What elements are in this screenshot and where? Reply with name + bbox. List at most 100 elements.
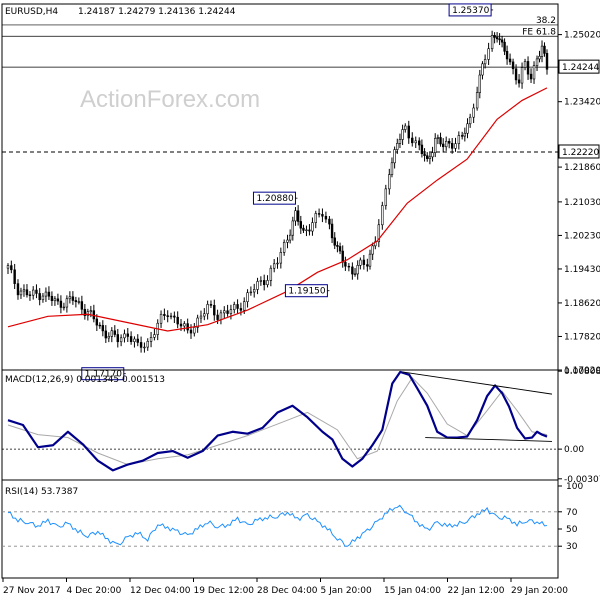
x-tick-label: 5 Jan 20:00 <box>321 586 373 596</box>
candle-body <box>32 289 35 296</box>
candle-body <box>71 296 75 301</box>
candle-body <box>493 35 496 38</box>
candle-body <box>468 116 472 125</box>
candle-body <box>159 313 163 324</box>
candle-body <box>259 280 263 282</box>
x-tick-label: 29 Jan 20:00 <box>511 586 568 596</box>
candle-body <box>362 259 366 265</box>
candle-body <box>13 269 16 284</box>
candle-body <box>126 333 129 337</box>
candle-body <box>209 304 213 306</box>
candle-body <box>444 140 448 148</box>
macd-trendline <box>425 437 553 442</box>
candle-body <box>169 315 173 318</box>
candle-body <box>543 45 546 54</box>
candle-body <box>490 35 494 50</box>
candle-body <box>113 330 117 335</box>
candle-body <box>216 314 219 320</box>
candle-body <box>22 289 26 292</box>
macd-pane: MACD(12,26,9) 0.001345 0.001513 0.00808 0.… <box>1 367 600 485</box>
candle-body <box>153 334 156 338</box>
candle-body <box>398 139 402 144</box>
candle-body <box>529 73 533 80</box>
candle-body <box>333 237 336 246</box>
candle-body <box>390 162 394 175</box>
candle-body <box>495 37 499 40</box>
candle-body <box>256 281 259 290</box>
candle-body <box>532 65 536 80</box>
candle-body <box>253 289 256 293</box>
candle-body <box>321 214 324 217</box>
candle-body <box>338 246 342 252</box>
candle-body <box>262 280 266 286</box>
candle-body <box>324 215 328 220</box>
candle-body <box>146 341 149 348</box>
candle-body <box>19 290 23 296</box>
candle-body <box>25 289 29 296</box>
candle-body <box>80 301 84 310</box>
candle-body <box>545 53 549 70</box>
candle-body <box>243 301 246 311</box>
candle-body <box>62 306 66 309</box>
candle-body <box>83 308 87 316</box>
candle-body <box>475 92 479 109</box>
candle-body <box>371 245 374 255</box>
annotation-label: 1.20880 <box>256 194 293 204</box>
candle-body <box>384 188 388 206</box>
candle-body <box>176 316 179 325</box>
price-level-box <box>558 59 600 74</box>
rsi-title: RSI(14) 53.7387 <box>5 487 78 497</box>
candle-body <box>74 300 78 303</box>
candle-body <box>44 291 48 297</box>
candle-body <box>179 323 183 327</box>
candle-body <box>407 125 410 139</box>
candle-body <box>393 149 396 164</box>
candle-body <box>540 45 544 57</box>
candle-body <box>436 137 440 139</box>
candle-body <box>351 266 354 275</box>
price-y-tick-label: 1.21860 <box>564 163 600 173</box>
price-y-tick-label: 1.18620 <box>564 299 600 309</box>
candle-body <box>481 63 484 76</box>
candle-body <box>302 227 305 231</box>
candle-body <box>314 213 317 223</box>
candle-body <box>116 334 119 343</box>
price-level-box <box>558 144 600 159</box>
rsi-frame <box>1 479 559 579</box>
candle-body <box>377 224 381 243</box>
candle-body <box>508 58 512 63</box>
candle-body <box>143 346 146 349</box>
candle-body <box>229 309 233 314</box>
watermark: ActionForex.com <box>80 86 260 113</box>
rsi-y-tick-label: 50 <box>566 525 578 535</box>
candle-body <box>353 273 357 275</box>
symbol-label: EURUSD,H4 <box>5 7 58 17</box>
candle-body <box>450 142 454 149</box>
candle-body <box>514 68 518 81</box>
candle-body <box>28 294 32 296</box>
candle-body <box>347 265 351 268</box>
candle-body <box>53 298 57 302</box>
candle-body <box>401 129 404 140</box>
candle-body <box>139 342 143 348</box>
rsi-pane: RSI(14) 53.7387 100 70 50 30 <box>1 479 583 579</box>
candle-body <box>186 323 189 331</box>
candle-body <box>38 293 41 301</box>
candle-body <box>441 143 445 148</box>
candle-body <box>423 153 426 156</box>
candle-body <box>291 220 295 236</box>
candle-body <box>439 137 442 145</box>
candle-body <box>336 244 339 247</box>
candle-body <box>526 61 530 75</box>
rsi-y-tick-label: 30 <box>566 542 578 552</box>
candle-body <box>305 229 308 232</box>
candle-body <box>239 308 243 311</box>
annotation-label: 1.19150 <box>288 287 325 297</box>
x-tick-label: 22 Jan 12:00 <box>448 586 505 596</box>
candle-body <box>472 107 475 118</box>
x-tick-label: 28 Dec 04:00 <box>257 586 318 596</box>
candle-body <box>466 123 469 134</box>
candle-body <box>420 144 424 155</box>
candle-body <box>213 305 216 316</box>
